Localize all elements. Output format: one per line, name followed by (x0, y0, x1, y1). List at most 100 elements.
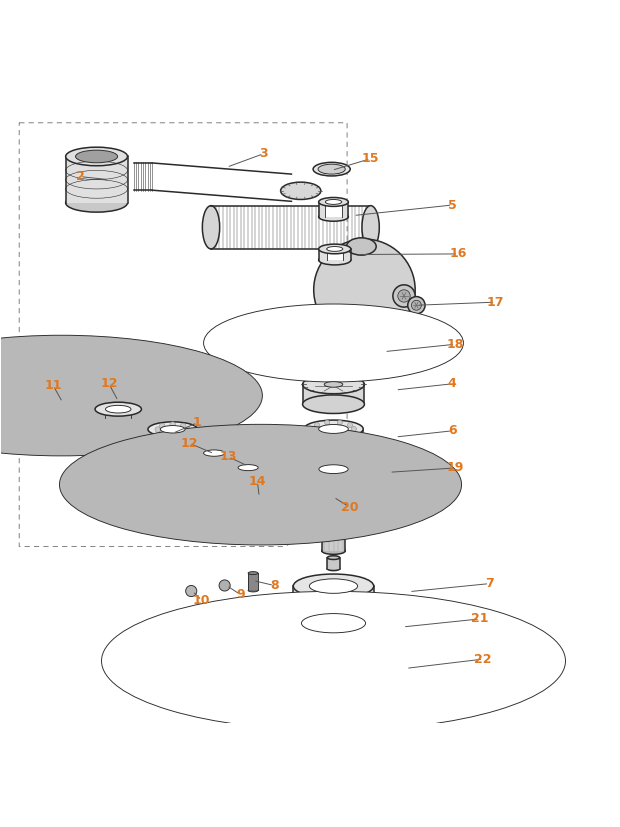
Ellipse shape (315, 480, 352, 491)
Text: 22: 22 (474, 653, 492, 666)
Bar (238, 467, 258, 473)
Ellipse shape (0, 335, 262, 456)
Ellipse shape (238, 465, 258, 471)
Ellipse shape (293, 588, 374, 612)
Ellipse shape (315, 491, 352, 502)
Ellipse shape (324, 381, 343, 387)
Bar (304, 429, 363, 445)
Ellipse shape (313, 162, 350, 176)
Ellipse shape (195, 455, 233, 466)
Ellipse shape (202, 206, 219, 249)
Bar (203, 453, 224, 461)
Text: 4: 4 (448, 377, 457, 390)
Bar (95, 409, 141, 418)
Bar (283, 661, 384, 680)
Circle shape (180, 430, 186, 436)
Text: 17: 17 (487, 295, 504, 308)
Bar (161, 429, 185, 445)
Text: 5: 5 (448, 198, 457, 212)
Bar (301, 469, 366, 476)
Ellipse shape (342, 332, 376, 343)
Circle shape (412, 300, 422, 310)
Text: 10: 10 (193, 594, 211, 607)
Ellipse shape (237, 478, 284, 491)
Circle shape (325, 420, 330, 425)
Ellipse shape (304, 420, 363, 437)
Ellipse shape (210, 448, 457, 523)
Bar (248, 573, 258, 590)
Circle shape (185, 586, 197, 596)
Bar (66, 156, 128, 203)
Circle shape (314, 239, 415, 341)
Text: 16: 16 (450, 247, 467, 261)
Ellipse shape (293, 574, 374, 598)
Circle shape (408, 297, 425, 314)
Text: eReplacementParts.com: eReplacementParts.com (133, 351, 295, 365)
Ellipse shape (288, 617, 379, 644)
Text: 15: 15 (362, 152, 379, 165)
Ellipse shape (66, 147, 128, 165)
Bar (195, 453, 233, 461)
Bar (319, 429, 348, 445)
Ellipse shape (95, 411, 141, 425)
Circle shape (170, 432, 175, 437)
Ellipse shape (60, 424, 461, 545)
Ellipse shape (326, 199, 342, 204)
Ellipse shape (301, 614, 366, 633)
Bar (327, 557, 340, 569)
Ellipse shape (237, 514, 284, 528)
Ellipse shape (319, 256, 351, 265)
Bar (319, 469, 348, 476)
Ellipse shape (228, 467, 268, 479)
Text: 12: 12 (180, 437, 198, 450)
Circle shape (159, 423, 165, 429)
Bar (326, 202, 342, 217)
Ellipse shape (203, 450, 224, 457)
Circle shape (337, 433, 342, 438)
Text: 7: 7 (485, 577, 494, 590)
Bar (327, 249, 343, 260)
Text: 12: 12 (100, 377, 118, 390)
Ellipse shape (319, 465, 348, 474)
Bar (315, 485, 352, 496)
Ellipse shape (309, 336, 358, 351)
Ellipse shape (161, 426, 185, 433)
Circle shape (180, 423, 186, 429)
Ellipse shape (322, 530, 345, 537)
Ellipse shape (342, 359, 376, 370)
Text: 14: 14 (249, 475, 266, 488)
Circle shape (170, 422, 175, 428)
Ellipse shape (102, 591, 565, 730)
Circle shape (393, 284, 415, 307)
Text: 6: 6 (448, 424, 456, 437)
Ellipse shape (301, 466, 366, 485)
Circle shape (314, 431, 319, 436)
Ellipse shape (148, 437, 197, 452)
Ellipse shape (320, 521, 347, 529)
Bar (309, 586, 358, 600)
Ellipse shape (303, 375, 365, 394)
Circle shape (325, 433, 330, 438)
Ellipse shape (35, 388, 87, 404)
Circle shape (155, 427, 161, 433)
Text: 9: 9 (236, 588, 245, 601)
Ellipse shape (322, 547, 345, 554)
Circle shape (219, 580, 230, 591)
Bar (319, 202, 348, 217)
Ellipse shape (76, 151, 118, 163)
Text: 11: 11 (45, 379, 62, 392)
Bar (303, 385, 365, 404)
Bar (288, 624, 379, 631)
Ellipse shape (327, 246, 343, 251)
Ellipse shape (327, 556, 340, 560)
Ellipse shape (148, 422, 197, 437)
Bar (105, 409, 131, 418)
Ellipse shape (362, 206, 379, 249)
Text: 2: 2 (76, 170, 84, 183)
Text: 8: 8 (270, 579, 278, 592)
Bar (35, 395, 87, 419)
Ellipse shape (228, 461, 268, 474)
Text: 20: 20 (342, 501, 359, 514)
Ellipse shape (288, 609, 379, 637)
Text: 1: 1 (193, 416, 202, 429)
